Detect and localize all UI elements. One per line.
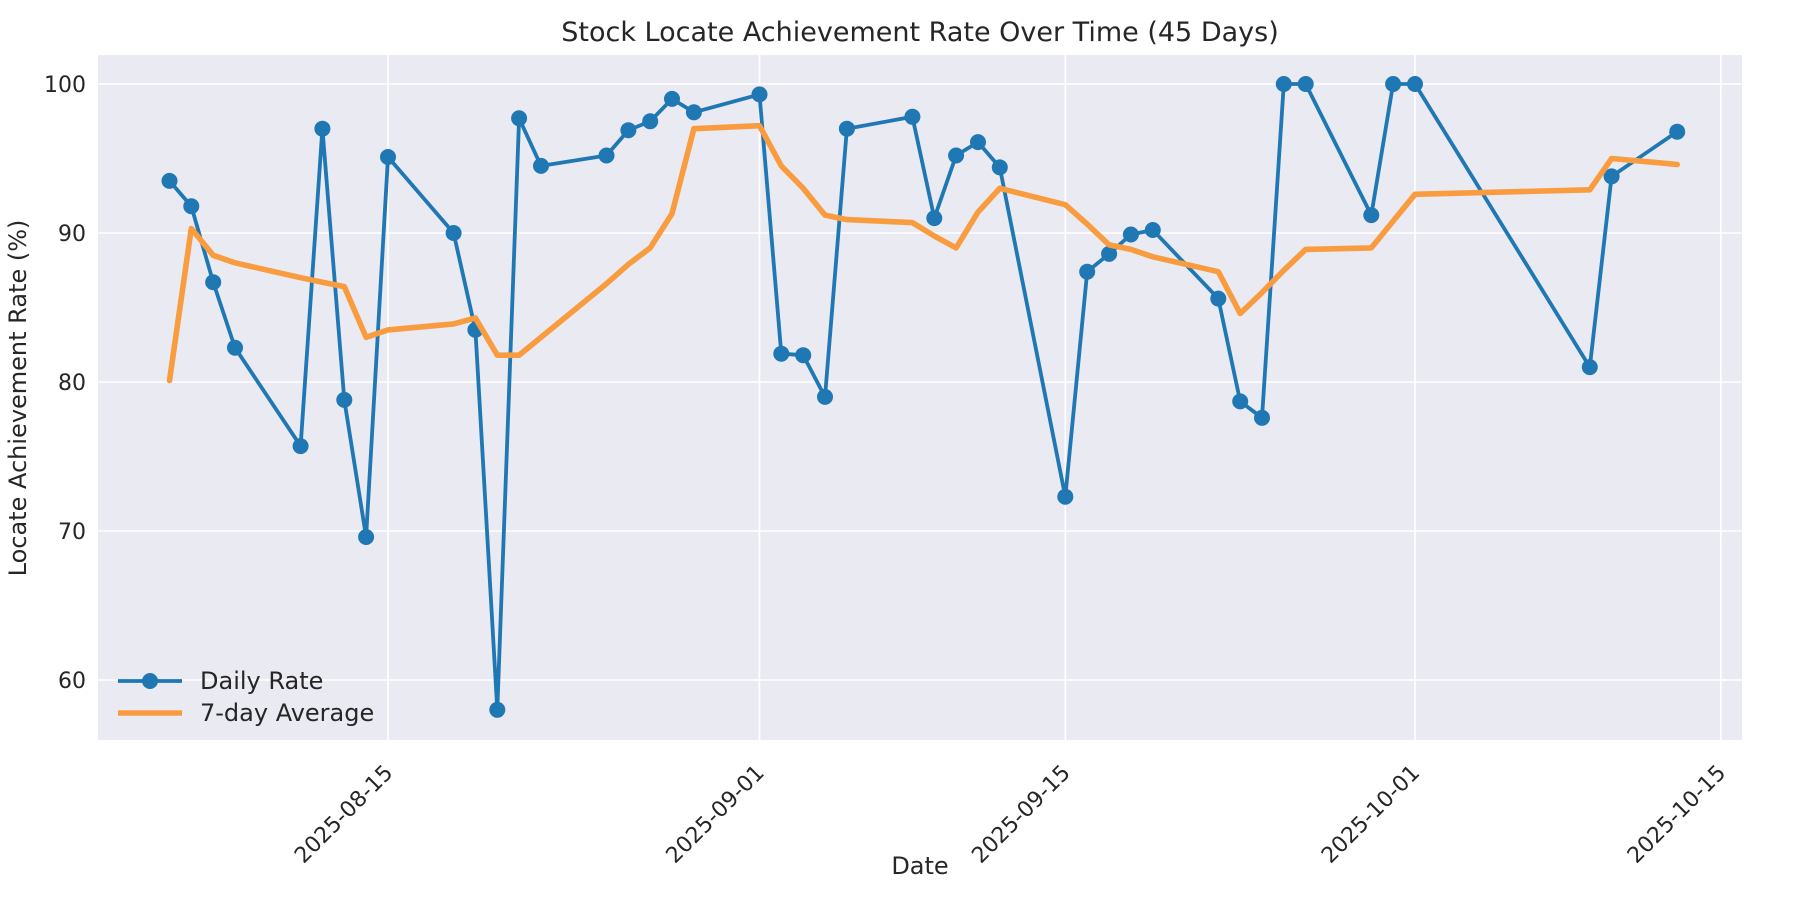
data-point xyxy=(926,210,943,227)
y-tick-label: 100 xyxy=(44,73,86,98)
data-point xyxy=(598,147,615,164)
data-point xyxy=(292,438,309,455)
y-axis-label: Locate Achievement Rate (%) xyxy=(4,220,32,577)
data-point xyxy=(751,86,768,103)
x-tick-label: 2025-10-15 xyxy=(1623,761,1731,869)
data-point xyxy=(838,120,855,137)
x-tick-label: 2025-10-01 xyxy=(1317,761,1425,869)
data-point xyxy=(904,108,921,125)
data-point xyxy=(642,113,659,130)
data-point xyxy=(205,274,222,291)
data-point xyxy=(1144,222,1161,238)
legend-label-daily-rate: Daily Rate xyxy=(200,667,323,695)
series-line-7day-average xyxy=(166,122,1680,384)
data-point xyxy=(1385,76,1402,92)
data-point xyxy=(664,90,680,107)
data-point xyxy=(1581,359,1598,376)
data-point xyxy=(991,159,1008,176)
gridlines xyxy=(98,55,1742,740)
x-axis-label: Date xyxy=(891,852,948,880)
x-tick-label: 2025-09-15 xyxy=(968,761,1076,869)
data-point xyxy=(773,345,790,362)
data-point xyxy=(1407,76,1423,92)
y-tick-label: 90 xyxy=(58,222,86,247)
y-tick-label: 70 xyxy=(58,520,86,545)
x-tick-label: 2025-09-01 xyxy=(662,761,770,869)
data-point xyxy=(685,104,702,121)
data-point xyxy=(1254,409,1270,426)
data-point xyxy=(161,172,178,189)
data-point xyxy=(183,198,200,215)
data-series xyxy=(161,76,1686,718)
x-tick-label: 2025-08-15 xyxy=(290,761,398,869)
data-point xyxy=(1275,76,1292,92)
data-point xyxy=(227,339,243,356)
data-point xyxy=(620,122,637,139)
data-point xyxy=(314,120,331,137)
data-point xyxy=(1101,245,1118,262)
data-point xyxy=(948,147,965,164)
data-point xyxy=(1297,76,1314,92)
data-point xyxy=(533,157,549,174)
chart-title: Stock Locate Achievement Rate Over Time … xyxy=(561,17,1278,48)
data-point xyxy=(1669,123,1686,140)
data-point xyxy=(817,388,833,405)
data-point xyxy=(1079,263,1096,280)
data-point xyxy=(336,391,353,408)
legend-entry-7day-average: 7-day Average xyxy=(118,699,374,727)
y-tick-label: 60 xyxy=(58,669,86,694)
legend-entry-daily-rate: Daily Rate xyxy=(118,667,323,695)
data-point xyxy=(1232,393,1249,410)
daily-rate-marker-swatch xyxy=(142,673,158,689)
data-point xyxy=(489,701,506,718)
data-point xyxy=(358,529,375,545)
data-point xyxy=(1122,226,1139,243)
data-point xyxy=(1603,168,1620,185)
legend-label-7day-average: 7-day Average xyxy=(200,699,374,727)
data-point xyxy=(1057,488,1074,505)
data-point xyxy=(970,134,986,151)
data-point xyxy=(1210,290,1227,307)
data-point xyxy=(445,225,462,241)
legend: Daily Rate 7-day Average xyxy=(118,667,374,727)
y-tick-label: 80 xyxy=(58,371,86,396)
data-point xyxy=(795,347,812,364)
data-point xyxy=(511,110,528,127)
data-point xyxy=(1363,207,1380,224)
data-point xyxy=(380,149,396,165)
